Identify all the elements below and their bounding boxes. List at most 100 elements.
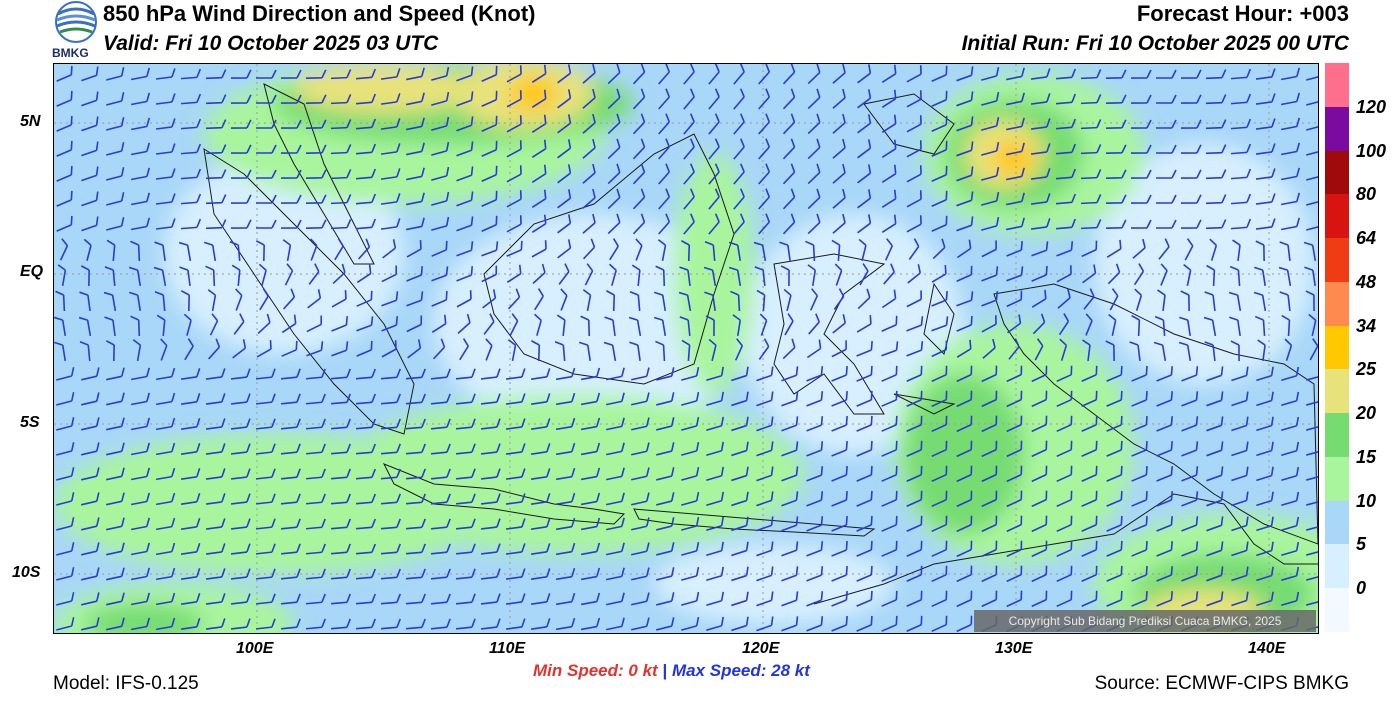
wind-barb — [981, 365, 998, 383]
wind-barb — [658, 163, 671, 185]
wind-barb — [280, 568, 301, 580]
wind-barb — [180, 368, 201, 381]
wind-barb — [380, 393, 401, 405]
wind-barb — [456, 141, 474, 157]
wind-barb — [456, 216, 474, 232]
wind-barb — [1181, 516, 1199, 532]
wind-barb — [582, 138, 596, 159]
wind-barb — [931, 291, 948, 307]
coast-java — [382, 463, 626, 525]
wind-barb — [1205, 94, 1227, 105]
wind-barb — [831, 466, 848, 482]
wind-barb — [56, 215, 73, 232]
wind-barb — [1057, 288, 1071, 309]
wind-barb — [1156, 491, 1173, 507]
wind-barb — [1156, 416, 1173, 432]
wind-barb — [1306, 467, 1318, 481]
wind-barb — [806, 591, 824, 607]
wind-barb — [78, 316, 92, 337]
wind-barb — [1155, 69, 1177, 79]
colorbar-segment — [1325, 413, 1349, 457]
wind-barb — [632, 88, 646, 110]
wind-barb — [906, 140, 922, 158]
wind-barb — [1131, 590, 1148, 607]
wind-barb — [1006, 490, 1023, 508]
wind-barb — [708, 64, 720, 85]
wind-barb — [1081, 240, 1098, 258]
lat-label-5n: 5N — [20, 113, 41, 130]
wind-barb — [1106, 415, 1123, 432]
colorbar-segment — [1325, 194, 1349, 239]
wind-barb — [1081, 440, 1098, 457]
wind-barb — [1306, 142, 1318, 156]
wind-barb — [530, 443, 551, 455]
wind-barb — [1180, 144, 1202, 154]
wind-barb — [580, 492, 601, 506]
wind-barb — [956, 66, 974, 82]
wind-barb — [106, 217, 125, 231]
wind-barb — [155, 392, 176, 406]
wind-barb — [681, 491, 700, 506]
wind-barb — [856, 365, 873, 382]
wind-barb — [606, 367, 625, 381]
wind-barb — [506, 264, 522, 284]
wind-barb — [481, 90, 498, 108]
wind-barb — [81, 216, 99, 232]
wind-barb — [754, 266, 766, 287]
colorbar-label: 100 — [1356, 140, 1387, 161]
wind-barb — [657, 239, 667, 262]
wind-barb — [259, 288, 269, 311]
max-speed-label: Max Speed: — [671, 661, 767, 680]
wind-barb — [1284, 338, 1293, 361]
wind-barb — [205, 144, 227, 155]
wind-barb — [1081, 565, 1098, 582]
wind-barb — [406, 142, 425, 156]
wind-barb — [153, 266, 167, 287]
wind-barb — [233, 313, 245, 335]
wind-barb — [981, 240, 997, 258]
wind-barb — [756, 441, 774, 457]
wind-barb — [1156, 516, 1173, 532]
wind-barb — [355, 193, 377, 205]
wind-barb — [881, 189, 897, 209]
wind-barb — [179, 266, 191, 287]
wind-barb — [557, 114, 572, 134]
wind-barb — [806, 516, 824, 532]
wind-barb — [480, 468, 501, 480]
wind-barb — [555, 442, 576, 456]
wind-barb — [1181, 416, 1199, 432]
wind-barb — [606, 542, 625, 556]
wind-barb — [256, 340, 272, 358]
wind-barb — [806, 339, 822, 359]
wind-barb — [1229, 316, 1241, 337]
wind-barb — [1081, 465, 1098, 482]
wind-barb — [808, 313, 820, 335]
wind-barb — [931, 90, 948, 107]
wind-barb — [1230, 118, 1252, 130]
wind-barb — [106, 567, 125, 581]
wind-barb — [255, 69, 277, 79]
wind-barb — [456, 116, 474, 132]
wind-barb — [881, 590, 898, 607]
wind-barb — [1130, 194, 1152, 204]
wind-barb — [1303, 241, 1317, 262]
wind-barb — [806, 466, 824, 482]
wind-barb — [1080, 144, 1102, 155]
wind-barb — [781, 566, 799, 582]
wind-barb — [380, 143, 401, 155]
wind-barb — [607, 138, 621, 160]
wind-barb — [1280, 142, 1301, 156]
wind-barb — [1256, 391, 1274, 407]
colorbar-segment — [1325, 150, 1349, 195]
wind-barb — [653, 291, 667, 312]
wind-barb — [56, 392, 75, 406]
wind-barb — [906, 465, 923, 483]
wind-barb — [606, 467, 625, 481]
wind-barb — [1130, 69, 1152, 79]
wind-barb — [505, 468, 526, 480]
wind-barb — [1132, 238, 1146, 259]
wind-barb — [430, 443, 451, 455]
wind-barb — [280, 169, 302, 179]
wind-barb — [1154, 315, 1166, 337]
wind-barb — [881, 440, 898, 457]
